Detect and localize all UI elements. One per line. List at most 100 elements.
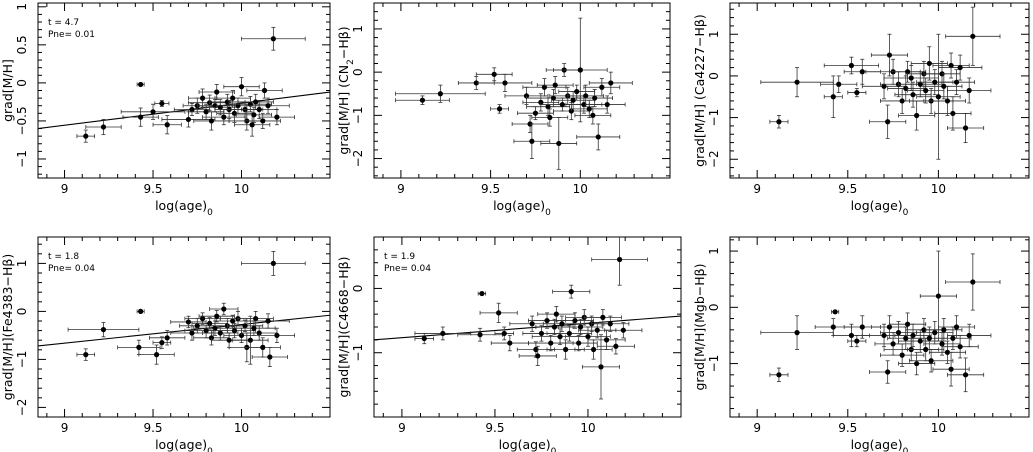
x-tick-label: 9.5	[838, 421, 857, 435]
x-tick-label: 9	[61, 182, 69, 196]
data-point	[395, 84, 486, 103]
data-point	[258, 327, 296, 344]
point-marker	[904, 69, 911, 75]
point-marker	[854, 89, 860, 96]
point-marker	[523, 93, 530, 99]
data-point	[769, 115, 789, 129]
point-marker	[904, 321, 911, 327]
point-marker	[568, 108, 574, 114]
data-point	[847, 88, 867, 98]
point-marker	[150, 109, 156, 115]
point-marker	[545, 104, 551, 110]
x-tick-label: 10	[931, 421, 946, 435]
point-marker	[136, 344, 142, 350]
point-marker	[138, 81, 144, 88]
data-point	[154, 99, 170, 107]
data-point	[894, 323, 932, 348]
point-marker	[270, 36, 276, 42]
point-marker	[574, 88, 580, 95]
data-point	[947, 113, 985, 143]
point-marker	[576, 340, 582, 346]
point-marker	[581, 101, 587, 108]
point-marker	[261, 87, 268, 94]
plot-frame	[729, 2, 1030, 179]
point-marker	[859, 69, 865, 75]
point-marker	[260, 344, 266, 350]
point-marker	[189, 106, 195, 113]
panel-6: 9 9.5 10 −1 0 1 log(age)0 grad[M/H](Mgb−Hβ)	[692, 236, 1030, 452]
point-marker	[159, 340, 165, 346]
point-marker	[437, 91, 443, 97]
point-marker	[265, 103, 271, 109]
data-point	[395, 95, 450, 105]
data-point	[604, 322, 643, 339]
point-marker	[926, 335, 932, 341]
y-axis-title: grad[M/H](Fe4383−Hβ)	[0, 254, 15, 400]
point-marker	[251, 325, 257, 331]
point-marker	[552, 82, 558, 88]
point-marker	[923, 346, 929, 353]
y-axis-title: grad[M/H]	[0, 59, 15, 122]
point-marker	[607, 321, 613, 327]
point-marker	[886, 324, 893, 330]
data-point	[947, 323, 992, 348]
point-marker	[566, 330, 572, 337]
point-marker	[100, 124, 107, 130]
data-point	[588, 71, 633, 95]
data-point	[136, 308, 145, 314]
point-marker	[421, 335, 427, 342]
point-marker	[473, 80, 479, 86]
y-tick-label: −2	[707, 150, 721, 168]
data-point	[540, 117, 578, 170]
data-point	[889, 60, 927, 83]
point-marker	[917, 81, 923, 87]
point-marker	[910, 92, 916, 98]
x-tick-label: 9.5	[143, 421, 162, 435]
x-tick-label: 10	[234, 421, 249, 435]
data-point	[184, 312, 221, 325]
y-tick-label: 0	[351, 285, 365, 293]
plot-frame	[373, 2, 671, 179]
point-marker	[253, 316, 259, 322]
point-marker	[830, 94, 836, 100]
x-tick-label: 9.5	[481, 182, 500, 196]
data-point	[576, 123, 621, 151]
point-marker	[970, 279, 976, 285]
point-marker	[935, 293, 941, 299]
data-point	[581, 334, 620, 400]
fit-line	[38, 314, 330, 347]
point-marker	[199, 95, 206, 101]
y-axis-title-sub: 2	[346, 59, 356, 65]
y-tick-label: 0	[351, 68, 365, 76]
point-marker	[529, 321, 535, 327]
y-axis-title: grad[M/H](Mgb−Hβ)	[692, 263, 707, 390]
point-marker	[928, 358, 934, 364]
stat-annotation: t = 1.8	[48, 252, 79, 262]
point-marker	[274, 332, 280, 338]
x-tick-label: 10	[573, 182, 588, 196]
point-marker	[221, 306, 227, 312]
data-point	[591, 237, 648, 286]
x-axis-title: log(age)0	[499, 437, 557, 452]
point-marker	[620, 327, 626, 333]
data-point	[583, 309, 622, 326]
point-marker	[185, 319, 192, 325]
panel-1: 9 9.5 10 −1 −0.5 0 0.5 1 log(age)0 grad[M/H] t = 4…	[0, 2, 331, 218]
x-tick-label: 10	[931, 182, 946, 196]
data-point	[760, 67, 834, 98]
data-point	[889, 312, 927, 336]
x-tick-label: 9	[398, 421, 406, 435]
point-marker	[577, 67, 583, 73]
point-marker	[203, 328, 209, 334]
data-point	[898, 351, 936, 376]
y-tick-label: −1	[707, 355, 721, 373]
y-tick-label: 0.5	[15, 35, 29, 54]
y-tick-label: −0.5	[15, 106, 29, 135]
point-marker	[159, 100, 165, 107]
point-marker	[231, 110, 238, 116]
point-marker	[832, 309, 838, 315]
point-marker	[935, 94, 941, 100]
point-marker	[950, 110, 956, 117]
point-marker	[944, 98, 951, 104]
point-marker	[267, 354, 273, 360]
